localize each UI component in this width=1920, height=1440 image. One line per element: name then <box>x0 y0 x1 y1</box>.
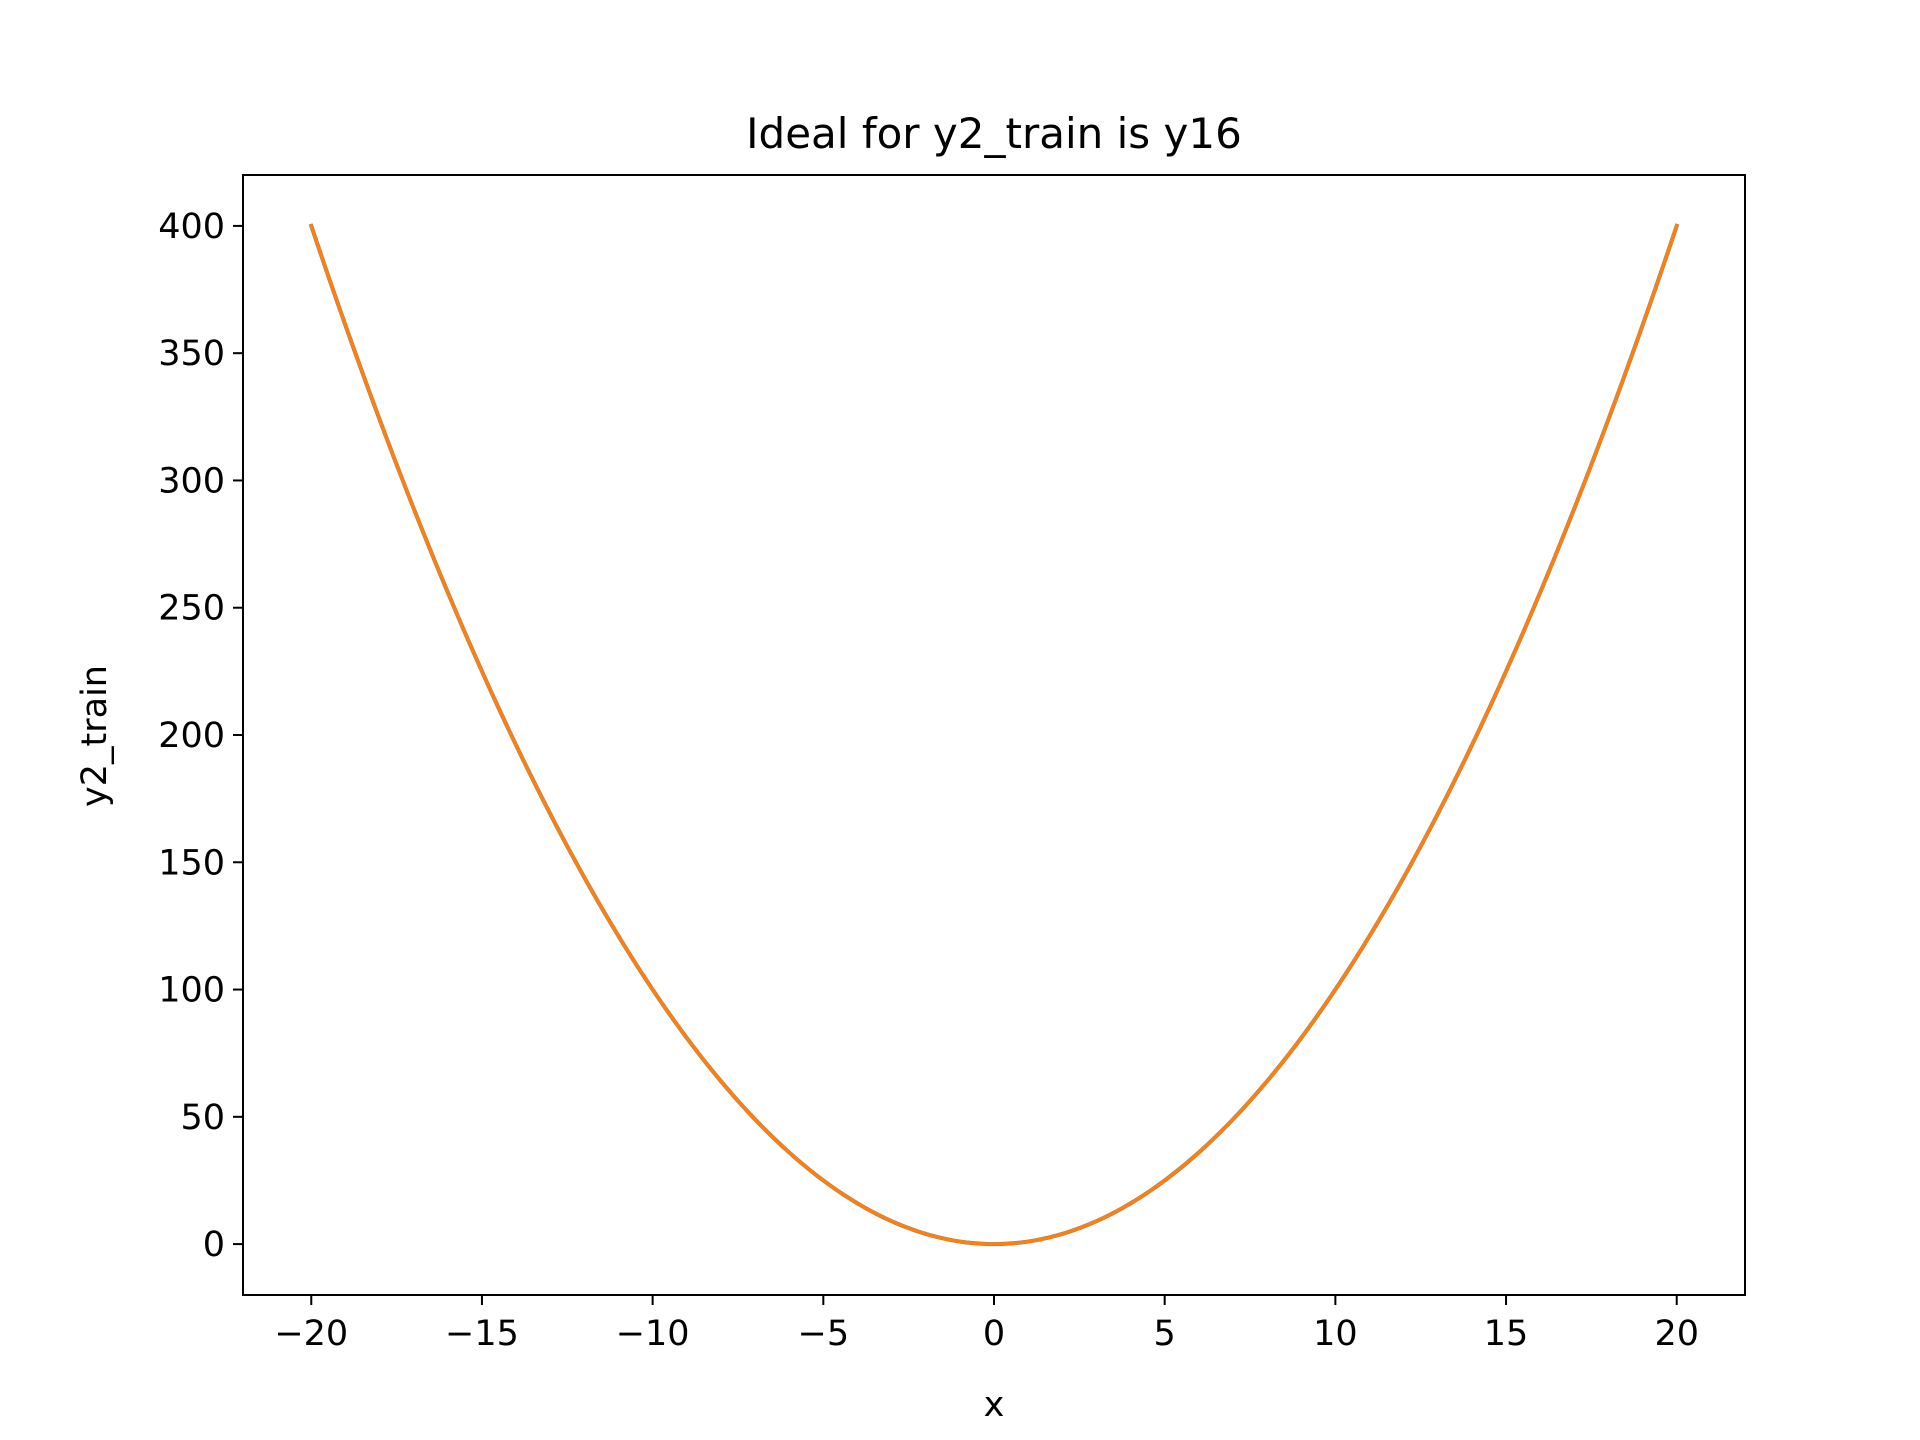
x-tick-label: −20 <box>274 1314 348 1354</box>
y-tick-label: 150 <box>158 843 225 883</box>
y-tick-label: 50 <box>180 1098 225 1138</box>
y-tick-label: 300 <box>158 461 225 501</box>
x-axis-label: x <box>984 1385 1005 1425</box>
x-axis-ticks: −20 −15 −10 −5 0 5 10 15 20 <box>274 1295 1699 1354</box>
y-axis-ticks: 0 50 100 150 200 250 300 350 400 <box>158 207 243 1265</box>
y-tick-label: 200 <box>158 716 225 756</box>
y-tick-label: 250 <box>158 589 225 629</box>
x-tick-label: 0 <box>983 1314 1005 1354</box>
y-axis-label: y2_train <box>75 665 115 807</box>
x-tick-label: −10 <box>616 1314 690 1354</box>
x-tick-label: 5 <box>1154 1314 1176 1354</box>
y-tick-label: 100 <box>158 971 225 1011</box>
series-layer <box>308 223 1680 1247</box>
y-tick-label: 0 <box>203 1225 225 1265</box>
x-tick-label: −15 <box>445 1314 519 1354</box>
x-tick-label: 15 <box>1484 1314 1529 1354</box>
x-tick-label: 20 <box>1654 1314 1699 1354</box>
y-tick-label: 400 <box>158 207 225 247</box>
x-tick-label: 10 <box>1313 1314 1358 1354</box>
series-line-2 <box>308 223 1680 1246</box>
x-tick-label: −5 <box>798 1314 850 1354</box>
y-tick-label: 350 <box>158 334 225 374</box>
chart-title: Ideal for y2_train is y16 <box>746 109 1242 158</box>
